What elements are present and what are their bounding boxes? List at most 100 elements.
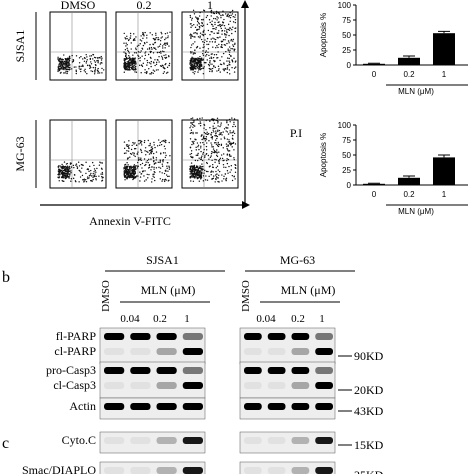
dot bbox=[146, 48, 149, 50]
dot bbox=[193, 120, 195, 122]
dot bbox=[189, 33, 192, 35]
dot bbox=[63, 167, 65, 169]
dot bbox=[226, 42, 228, 45]
dot bbox=[135, 147, 137, 150]
dot bbox=[193, 177, 196, 179]
dot bbox=[166, 66, 169, 69]
dot bbox=[199, 58, 201, 60]
dot bbox=[234, 18, 237, 21]
band bbox=[315, 403, 333, 410]
dot bbox=[202, 52, 204, 55]
dot bbox=[146, 173, 148, 176]
dot bbox=[63, 172, 65, 174]
x-axis-label: MLN (μM) bbox=[398, 207, 434, 216]
y-tick-label: 0 bbox=[347, 61, 352, 70]
dot bbox=[85, 161, 87, 164]
band bbox=[267, 403, 286, 410]
dot bbox=[145, 179, 147, 181]
dot bbox=[142, 37, 144, 40]
dot bbox=[211, 70, 213, 72]
dot bbox=[228, 53, 231, 56]
band bbox=[182, 333, 203, 340]
dot bbox=[134, 39, 136, 42]
dot bbox=[60, 68, 63, 70]
dot bbox=[207, 43, 210, 46]
dot bbox=[234, 125, 237, 128]
dot bbox=[152, 175, 154, 177]
dot bbox=[189, 173, 191, 175]
dot bbox=[82, 58, 84, 60]
dot bbox=[228, 139, 230, 141]
dot bbox=[151, 34, 154, 36]
dot bbox=[132, 68, 134, 70]
dot bbox=[141, 65, 144, 68]
dot bbox=[127, 169, 129, 171]
dot bbox=[89, 55, 91, 57]
dot bbox=[218, 160, 220, 162]
dot bbox=[206, 37, 209, 40]
band bbox=[182, 467, 203, 474]
dot bbox=[207, 154, 210, 157]
dot bbox=[124, 58, 127, 60]
dot bbox=[229, 11, 231, 14]
dot bbox=[138, 143, 140, 145]
dot bbox=[123, 141, 126, 143]
dot bbox=[142, 33, 144, 36]
dot bbox=[218, 174, 220, 177]
dot bbox=[202, 30, 205, 33]
dot bbox=[214, 119, 216, 121]
dot bbox=[68, 167, 71, 170]
dot bbox=[200, 62, 202, 64]
dot bbox=[194, 65, 197, 67]
dot bbox=[126, 44, 128, 46]
dot bbox=[67, 57, 69, 59]
dot bbox=[232, 138, 234, 140]
dot bbox=[194, 52, 196, 55]
band bbox=[104, 382, 125, 389]
dot bbox=[124, 164, 126, 166]
dot bbox=[234, 43, 236, 46]
dot bbox=[132, 62, 134, 64]
dot bbox=[195, 132, 197, 134]
dot bbox=[198, 65, 201, 67]
dot bbox=[189, 61, 192, 63]
dot bbox=[216, 32, 219, 35]
dot bbox=[161, 163, 163, 165]
dot bbox=[152, 157, 155, 159]
dot bbox=[224, 68, 226, 70]
dot bbox=[162, 65, 164, 67]
dot bbox=[216, 152, 218, 154]
dot bbox=[201, 25, 204, 28]
dot bbox=[146, 37, 148, 39]
dot bbox=[133, 152, 135, 155]
dot bbox=[68, 177, 70, 179]
dot bbox=[190, 19, 193, 21]
dot bbox=[101, 173, 104, 175]
dot bbox=[158, 144, 161, 146]
dot bbox=[131, 65, 134, 68]
dot bbox=[152, 173, 154, 176]
error-bar bbox=[368, 62, 380, 64]
dot bbox=[81, 64, 84, 66]
dot bbox=[82, 179, 84, 181]
y-tick-label: 0 bbox=[347, 181, 352, 190]
dot bbox=[91, 180, 93, 183]
dot bbox=[189, 177, 191, 179]
dot bbox=[217, 141, 219, 144]
dot bbox=[78, 67, 80, 69]
y-tick-label: 100 bbox=[338, 1, 352, 10]
dot bbox=[223, 136, 226, 138]
dot bbox=[133, 173, 135, 176]
dot bbox=[200, 173, 203, 175]
dot bbox=[226, 64, 229, 67]
dot bbox=[202, 46, 204, 49]
dot bbox=[132, 54, 134, 56]
dot bbox=[223, 128, 226, 130]
dot bbox=[97, 67, 99, 70]
dot bbox=[226, 159, 228, 162]
dot bbox=[220, 46, 222, 49]
dot bbox=[226, 127, 228, 129]
dot bbox=[57, 56, 59, 58]
dot bbox=[147, 151, 149, 153]
dot bbox=[224, 27, 226, 29]
